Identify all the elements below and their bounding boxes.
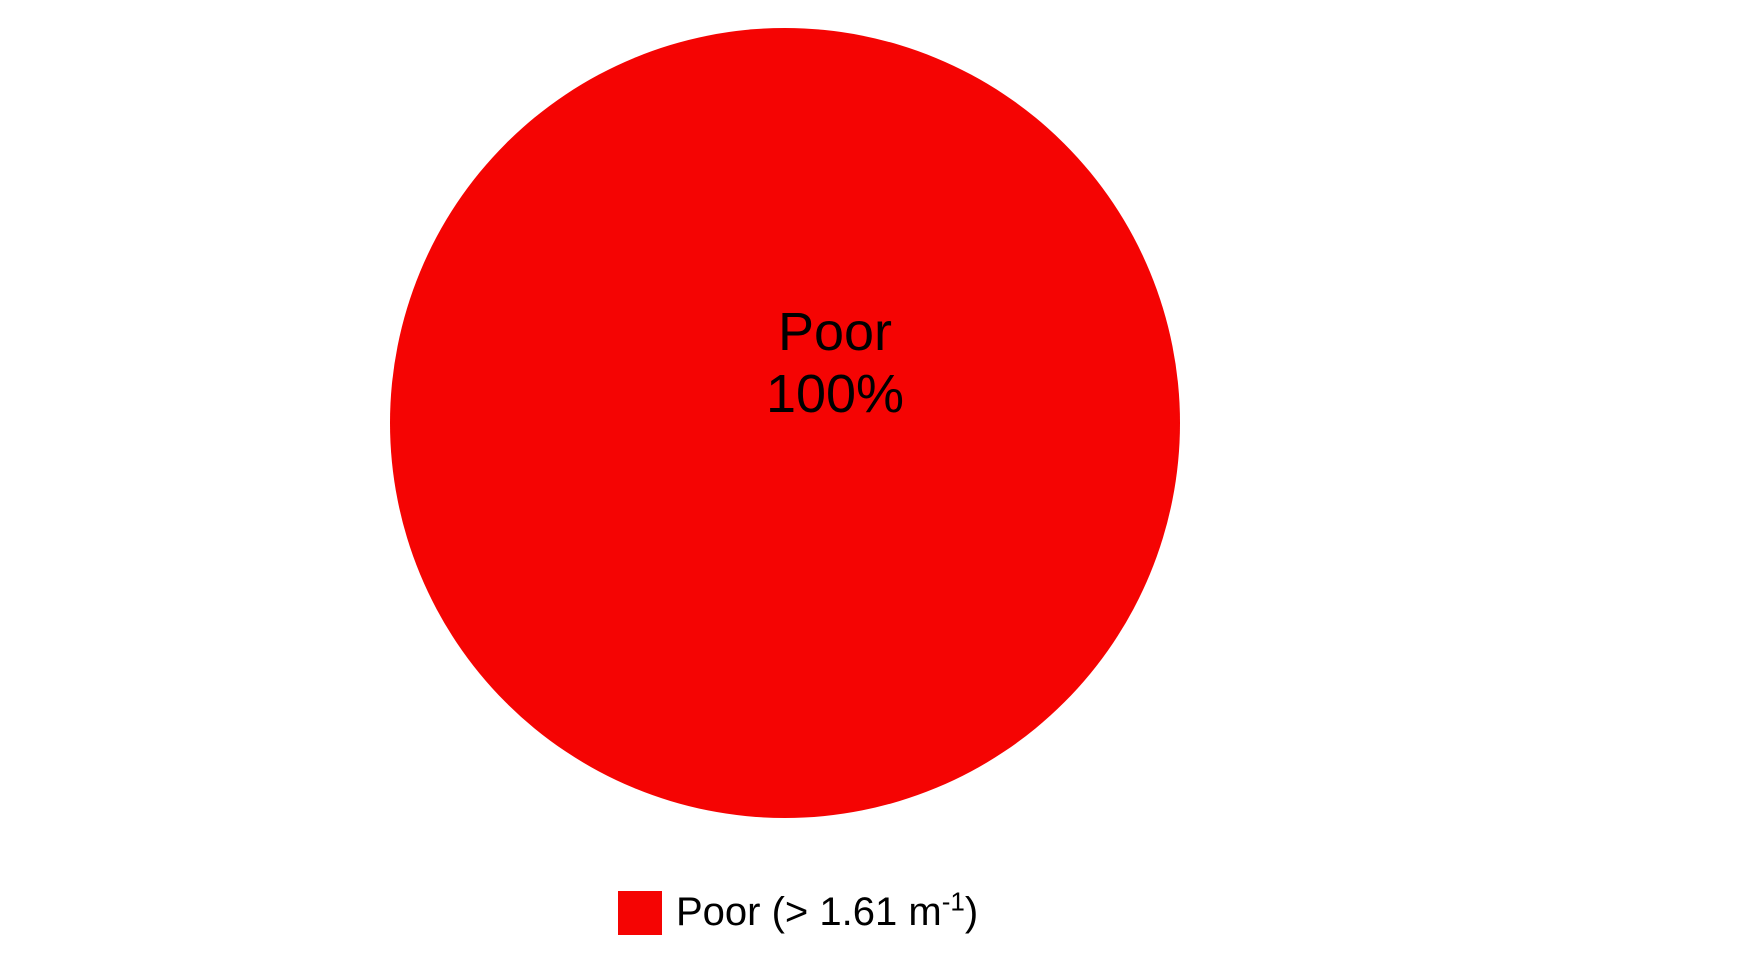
legend-text-after: )	[965, 890, 978, 934]
pie-slice-label: Poor 100%	[766, 301, 904, 425]
legend-label: Poor (> 1.61 m-1)	[676, 890, 978, 935]
chart-legend: Poor (> 1.61 m-1)	[618, 890, 978, 935]
legend-text-before: Poor (> 1.61 m	[676, 890, 942, 934]
slice-percent-text: 100%	[766, 364, 904, 424]
legend-swatch	[618, 891, 662, 935]
chart-stage: Poor 100% Poor (> 1.61 m-1)	[0, 0, 1764, 973]
legend-superscript: -1	[942, 887, 965, 917]
slice-name-text: Poor	[778, 302, 892, 362]
